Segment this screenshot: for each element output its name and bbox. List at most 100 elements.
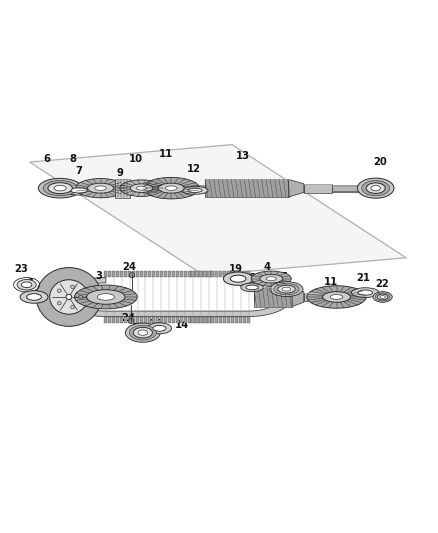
Ellipse shape	[17, 279, 36, 290]
Ellipse shape	[71, 285, 74, 288]
Polygon shape	[104, 271, 107, 277]
Ellipse shape	[125, 323, 160, 342]
Ellipse shape	[138, 330, 148, 335]
Ellipse shape	[223, 272, 253, 285]
Polygon shape	[289, 180, 304, 197]
Polygon shape	[223, 318, 226, 322]
Polygon shape	[211, 271, 215, 277]
Ellipse shape	[54, 185, 66, 191]
Ellipse shape	[307, 286, 366, 308]
Text: 2: 2	[58, 272, 65, 282]
Polygon shape	[207, 318, 211, 322]
Polygon shape	[62, 277, 292, 317]
Ellipse shape	[188, 188, 202, 192]
Polygon shape	[243, 271, 246, 277]
Text: 22: 22	[375, 279, 389, 289]
Polygon shape	[176, 318, 179, 322]
Ellipse shape	[128, 318, 134, 324]
Text: 5: 5	[280, 272, 287, 282]
Polygon shape	[195, 318, 198, 322]
Polygon shape	[187, 318, 191, 322]
Bar	[304, 293, 319, 301]
Ellipse shape	[70, 188, 88, 193]
Polygon shape	[180, 271, 183, 277]
Text: 14: 14	[175, 320, 189, 330]
Polygon shape	[124, 271, 127, 277]
Ellipse shape	[57, 302, 61, 305]
Ellipse shape	[182, 187, 208, 194]
Ellipse shape	[36, 268, 102, 326]
Polygon shape	[156, 271, 159, 277]
Ellipse shape	[371, 185, 381, 191]
Polygon shape	[172, 271, 175, 277]
Text: 8: 8	[70, 154, 77, 164]
Polygon shape	[168, 318, 171, 322]
Ellipse shape	[63, 185, 95, 195]
Polygon shape	[176, 271, 179, 277]
Polygon shape	[108, 318, 111, 322]
Polygon shape	[128, 318, 131, 322]
Ellipse shape	[88, 183, 114, 193]
Text: 12: 12	[187, 165, 201, 174]
Text: 1: 1	[28, 278, 35, 288]
Polygon shape	[156, 318, 159, 322]
Text: 18: 18	[242, 273, 257, 283]
Ellipse shape	[357, 178, 394, 198]
Polygon shape	[219, 271, 223, 277]
Ellipse shape	[74, 285, 137, 309]
Polygon shape	[164, 318, 167, 322]
Polygon shape	[172, 318, 175, 322]
Ellipse shape	[380, 295, 385, 298]
Ellipse shape	[278, 285, 295, 293]
Polygon shape	[112, 318, 115, 322]
Polygon shape	[227, 318, 230, 322]
Polygon shape	[124, 318, 127, 322]
Polygon shape	[136, 318, 139, 322]
Polygon shape	[243, 318, 246, 322]
Ellipse shape	[57, 289, 61, 293]
Ellipse shape	[251, 271, 291, 286]
Ellipse shape	[351, 288, 379, 297]
Text: 6: 6	[43, 154, 50, 164]
Bar	[254, 293, 362, 301]
Text: 11: 11	[324, 277, 339, 287]
Polygon shape	[164, 271, 167, 277]
Polygon shape	[187, 271, 191, 277]
Ellipse shape	[143, 177, 199, 199]
Text: 7: 7	[75, 166, 82, 176]
Bar	[304, 184, 332, 192]
Ellipse shape	[153, 325, 166, 331]
Text: 13: 13	[236, 150, 250, 160]
Polygon shape	[207, 271, 211, 277]
Polygon shape	[235, 271, 238, 277]
Bar	[116, 179, 130, 198]
Polygon shape	[112, 271, 115, 277]
Polygon shape	[144, 271, 147, 277]
Polygon shape	[116, 318, 119, 322]
Text: 24: 24	[121, 313, 135, 323]
Ellipse shape	[120, 180, 163, 197]
Polygon shape	[152, 318, 155, 322]
Polygon shape	[152, 271, 155, 277]
Ellipse shape	[66, 294, 72, 300]
Polygon shape	[247, 318, 250, 322]
Ellipse shape	[282, 287, 291, 291]
Ellipse shape	[330, 295, 343, 300]
Ellipse shape	[158, 183, 184, 193]
Ellipse shape	[362, 181, 390, 196]
Ellipse shape	[373, 292, 392, 302]
Ellipse shape	[130, 184, 153, 192]
Polygon shape	[227, 271, 230, 277]
Text: 16: 16	[149, 319, 163, 329]
Bar	[254, 287, 292, 306]
Polygon shape	[180, 318, 183, 322]
Polygon shape	[219, 318, 223, 322]
Polygon shape	[30, 144, 406, 275]
Ellipse shape	[49, 280, 88, 314]
Polygon shape	[203, 271, 207, 277]
Polygon shape	[132, 271, 135, 277]
Polygon shape	[136, 271, 139, 277]
Polygon shape	[160, 318, 163, 322]
Polygon shape	[247, 271, 250, 277]
Polygon shape	[292, 287, 304, 306]
